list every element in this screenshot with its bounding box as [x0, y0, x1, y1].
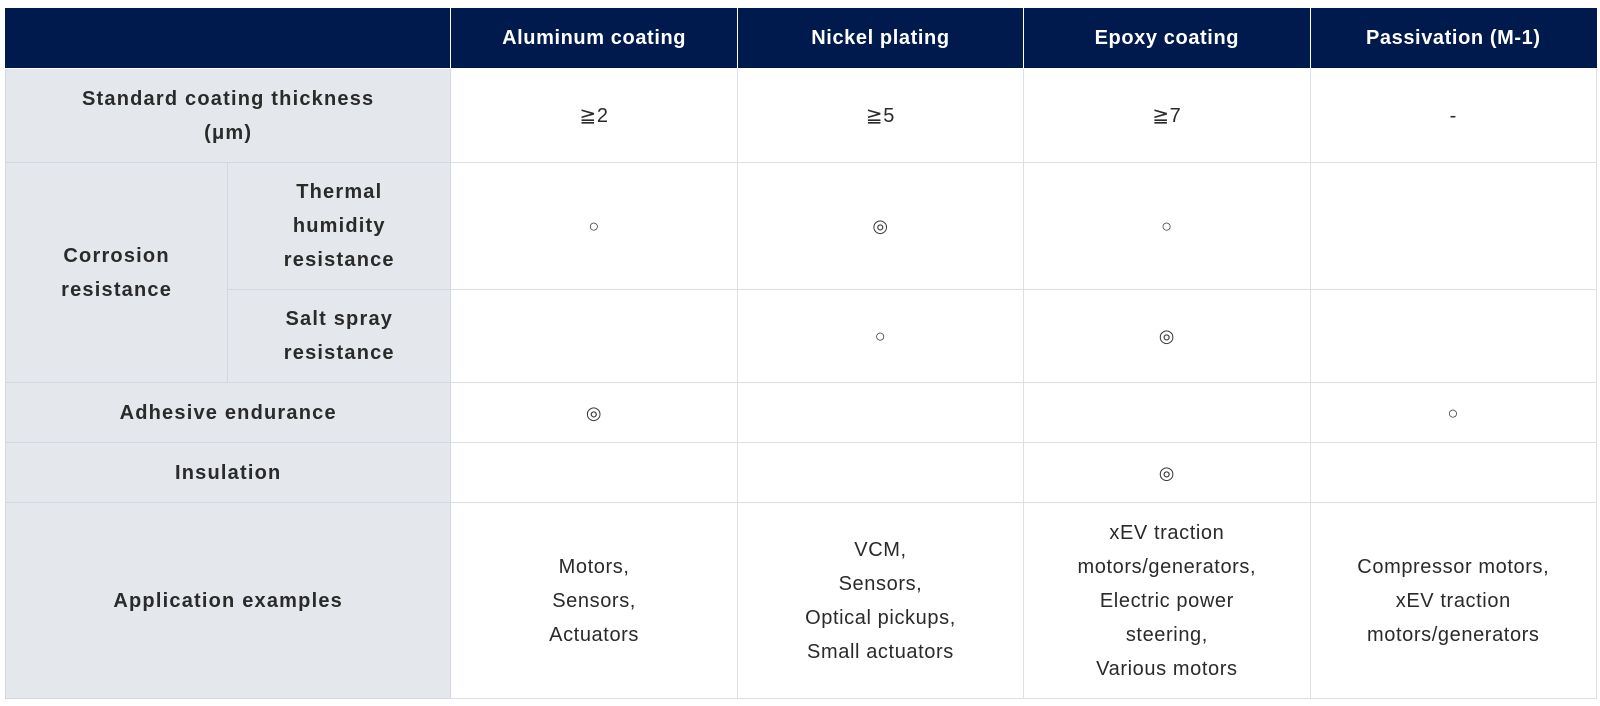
cell-salt-aluminum — [450, 289, 738, 383]
cell-humidity-epoxy: ○ — [1023, 162, 1311, 290]
cell-salt-nickel: ○ — [736, 289, 1025, 383]
row-label-corrosion-resistance: Corrosion resistance — [4, 162, 229, 383]
row-thermal-humidity-resistance: Corrosion resistance Thermal humidity re… — [4, 162, 1598, 383]
row-label-coating-thickness: Standard coating thickness (μm) — [4, 68, 452, 163]
header-aluminum-coating: Aluminum coating — [450, 8, 738, 69]
application-line: xEV traction — [1395, 589, 1511, 612]
cell-adhesive-nickel — [736, 382, 1025, 443]
cell-salt-passivation — [1309, 289, 1598, 383]
row-coating-thickness: Standard coating thickness (μm) ≧2 ≧5 ≧7… — [4, 68, 1598, 163]
row-label-line: resistance — [283, 342, 395, 364]
cell-applications-nickel: VCM, Sensors, Optical pickups, Small act… — [736, 502, 1025, 699]
application-line: motors/generators — [1367, 623, 1540, 646]
application-line: motors/generators, — [1077, 555, 1257, 578]
row-application-examples: Application examples Motors, Sensors, Ac… — [4, 502, 1598, 699]
cell-thickness-aluminum: ≧2 — [450, 68, 738, 163]
cell-humidity-passivation — [1309, 162, 1598, 290]
row-label-line: humidity — [292, 215, 386, 237]
cell-applications-aluminum: Motors, Sensors, Actuators — [450, 502, 738, 699]
application-line: Various motors — [1096, 657, 1238, 680]
cell-insulation-passivation — [1309, 442, 1598, 503]
cell-applications-epoxy: xEV traction motors/generators, Electric… — [1023, 502, 1311, 699]
header-passivation: Passivation (M-1) — [1309, 8, 1598, 69]
coating-comparison-table: Aluminum coating Nickel plating Epoxy co… — [4, 8, 1598, 699]
application-line: Small actuators — [807, 640, 954, 663]
cell-insulation-epoxy: ◎ — [1023, 442, 1311, 503]
coating-comparison-table-wrapper: Aluminum coating Nickel plating Epoxy co… — [4, 8, 1598, 699]
row-label-insulation: Insulation — [4, 442, 452, 503]
row-label-line: resistance — [61, 278, 173, 301]
cell-thickness-epoxy: ≧7 — [1023, 68, 1311, 163]
cell-thickness-nickel: ≧5 — [736, 68, 1025, 163]
row-adhesive-endurance: Adhesive endurance ◎ ○ — [4, 382, 1598, 443]
cell-applications-passivation: Compressor motors, xEV traction motors/g… — [1309, 502, 1598, 699]
row-label-line: Thermal — [296, 181, 383, 203]
cell-thickness-passivation: - — [1309, 68, 1598, 163]
application-line: xEV traction — [1109, 521, 1225, 544]
cell-humidity-aluminum: ○ — [450, 162, 738, 290]
cell-adhesive-aluminum: ◎ — [450, 382, 738, 443]
row-label-line: Corrosion — [63, 244, 170, 267]
row-label-salt-spray: Salt spray resistance — [227, 289, 452, 383]
application-line: Sensors, — [552, 589, 636, 612]
row-label-application-examples: Application examples — [4, 502, 452, 699]
row-label-line: Standard coating thickness — [82, 87, 375, 110]
cell-adhesive-passivation: ○ — [1309, 382, 1598, 443]
application-line: Sensors, — [838, 572, 923, 595]
row-label-adhesive-endurance: Adhesive endurance — [4, 382, 452, 443]
cell-adhesive-epoxy — [1023, 382, 1311, 443]
row-label-line: Salt spray — [285, 308, 394, 330]
cell-insulation-nickel — [736, 442, 1025, 503]
cell-salt-epoxy: ◎ — [1023, 289, 1311, 383]
header-corner-cell — [4, 8, 452, 69]
application-line: steering, — [1125, 623, 1208, 646]
row-label-line: (μm) — [204, 121, 253, 144]
cell-humidity-nickel: ◎ — [736, 162, 1025, 290]
row-salt-spray-resistance: Salt spray resistance ○ ◎ — [6, 289, 1598, 383]
row-label-line: resistance — [283, 249, 395, 271]
cell-insulation-aluminum — [450, 442, 738, 503]
header-nickel-plating: Nickel plating — [736, 8, 1025, 69]
header-epoxy-coating: Epoxy coating — [1023, 8, 1311, 69]
application-line: Compressor motors, — [1357, 555, 1550, 578]
header-row: Aluminum coating Nickel plating Epoxy co… — [4, 8, 1598, 69]
row-label-thermal-humidity: Thermal humidity resistance — [227, 162, 452, 290]
application-line: Actuators — [549, 623, 640, 646]
application-line: Optical pickups, — [805, 606, 956, 629]
application-line: Electric power — [1099, 589, 1234, 612]
row-insulation: Insulation ◎ — [4, 442, 1598, 503]
application-line: VCM, — [854, 538, 907, 561]
application-line: Motors, — [558, 555, 630, 578]
